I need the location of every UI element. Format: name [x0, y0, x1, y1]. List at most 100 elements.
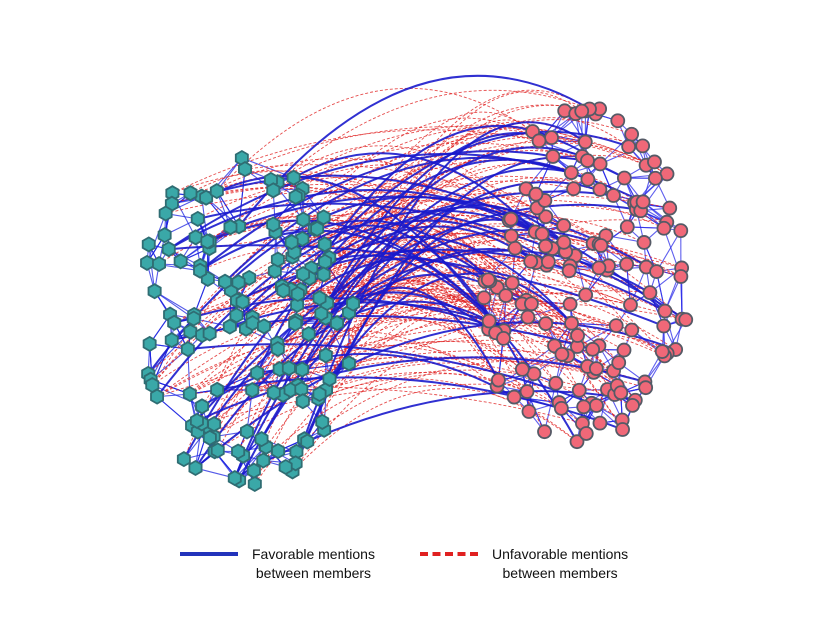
- solid-line-swatch: [180, 546, 238, 560]
- circle-node: [498, 288, 514, 303]
- unfavorable-edge: [197, 340, 618, 432]
- unfavorable-edge: [352, 91, 582, 304]
- hexagon-node: [246, 462, 261, 479]
- hexagon-node: [223, 219, 238, 236]
- hexagon-node: [315, 413, 330, 430]
- circle-node: [623, 297, 638, 313]
- hexagon-node: [296, 211, 311, 228]
- hexagon-node: [288, 315, 303, 332]
- favorable-edge: [187, 343, 592, 405]
- hexagon-node: [180, 341, 195, 358]
- hexagon-node: [316, 209, 331, 226]
- unfavorable-edge: [279, 356, 594, 373]
- circle-node: [635, 194, 651, 210]
- hexagon-node: [193, 262, 208, 279]
- circle-node: [593, 238, 609, 253]
- circle-node: [480, 272, 496, 288]
- hexagon-node: [247, 475, 262, 493]
- legend-favorable: Favorable mentions between members: [180, 545, 375, 583]
- circle-node: [616, 342, 632, 358]
- unfavorable-edge: [292, 321, 578, 472]
- circle-node: [569, 434, 585, 450]
- hexagon-node: [222, 318, 237, 335]
- within-edge: [234, 445, 266, 479]
- unfavorable-edge: [193, 134, 647, 316]
- circle-node: [506, 389, 522, 405]
- legend: Favorable mentions between members Unfav…: [0, 545, 827, 595]
- favorable-edge: [301, 204, 565, 370]
- favorable-edge: [348, 286, 500, 381]
- unfavorable-edge: [303, 360, 594, 440]
- hexagon-node: [235, 293, 250, 310]
- hexagon-node: [286, 169, 301, 186]
- unfavorable-edge: [292, 388, 578, 472]
- hexagon-node: [176, 451, 191, 468]
- hexagon-node: [202, 429, 217, 446]
- circle-node: [578, 426, 594, 441]
- favorable-edge: [233, 248, 491, 479]
- circle-node: [545, 149, 561, 164]
- hexagon-node: [346, 295, 361, 312]
- hexagon-node: [188, 229, 203, 246]
- circle-node: [576, 399, 592, 415]
- hexagon-node: [317, 236, 332, 253]
- hexagon-node: [266, 182, 281, 199]
- unfavorable-edge: [230, 182, 647, 268]
- circle-node: [662, 200, 678, 216]
- circle-node: [673, 269, 689, 284]
- favorable-edge: [201, 352, 515, 408]
- hexagon-node: [217, 273, 233, 290]
- circle-node: [531, 133, 547, 149]
- hexagon-node: [202, 325, 217, 342]
- circle-node: [606, 188, 621, 203]
- circle-node: [524, 296, 539, 312]
- hexagon-node: [237, 161, 253, 178]
- hexagon-node: [142, 335, 157, 352]
- unfavorable-edge: [254, 283, 631, 485]
- hexagon-node: [200, 233, 215, 250]
- circle-node: [563, 165, 579, 180]
- hexagon-node: [164, 332, 179, 349]
- circle-node: [514, 361, 530, 377]
- hexagon-node: [256, 318, 271, 335]
- circle-node: [490, 372, 506, 388]
- hexagon-node: [317, 253, 333, 270]
- unfavorable-edge: [290, 111, 533, 391]
- hexagon-node: [231, 443, 246, 460]
- hexagon-node: [189, 412, 204, 429]
- circle-node: [538, 209, 554, 225]
- circle-node: [504, 275, 520, 291]
- unfavorable-edge: [156, 339, 600, 398]
- hexagon-node: [141, 236, 156, 253]
- circle-node: [592, 415, 608, 431]
- hexagon-node: [190, 210, 205, 227]
- circle-node: [616, 170, 632, 186]
- hexagon-node: [295, 230, 310, 247]
- hexagon-node: [183, 323, 198, 340]
- hexagon-node: [188, 459, 203, 477]
- hexagon-node: [300, 433, 315, 450]
- circle-node: [585, 341, 601, 357]
- circle-node: [580, 153, 595, 168]
- circle-node: [481, 313, 497, 329]
- dashed-line-swatch: [420, 546, 478, 560]
- hexagon-node: [183, 185, 198, 202]
- hexagon-node: [152, 255, 167, 273]
- circle-node: [613, 385, 629, 401]
- favorable-edge: [238, 74, 591, 227]
- circle-node: [556, 218, 572, 234]
- circle-node: [619, 256, 635, 272]
- circle-node: [507, 240, 523, 256]
- favorable-edge: [310, 254, 578, 443]
- hexagon-node: [270, 340, 285, 358]
- circle-node: [588, 398, 604, 413]
- unfavorable-edge: [319, 247, 682, 299]
- circle-node: [654, 344, 670, 359]
- hexagon-node: [288, 188, 303, 205]
- legend-favorable-line2: between members: [255, 565, 372, 581]
- circle-node: [554, 400, 569, 416]
- hexagon-node: [256, 452, 271, 469]
- legend-favorable-label: Favorable mentions between members: [252, 545, 375, 583]
- circle-node: [619, 219, 635, 235]
- circle-node: [503, 211, 519, 227]
